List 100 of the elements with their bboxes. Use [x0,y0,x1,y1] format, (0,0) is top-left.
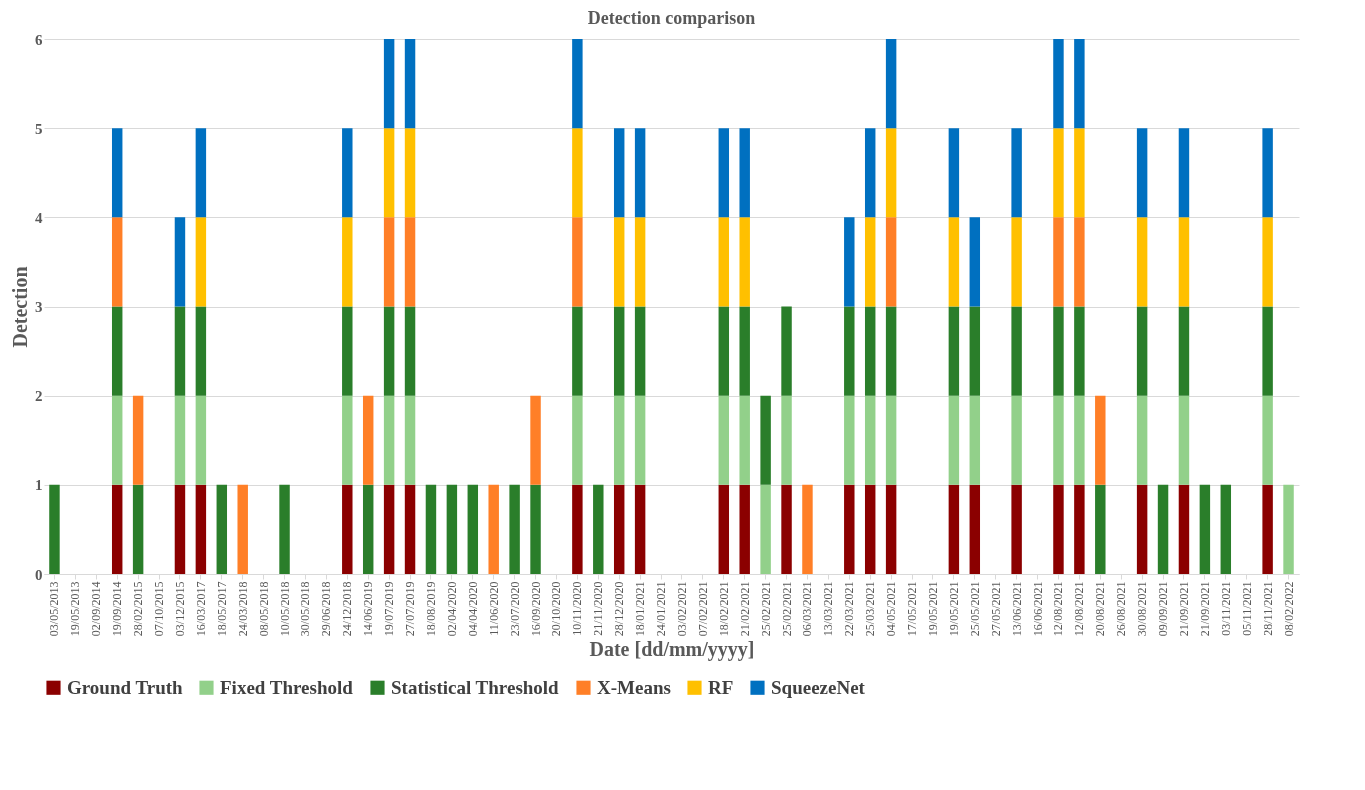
bar [1053,484,1064,574]
bar [1053,217,1064,307]
bar [216,484,228,574]
bar [864,128,876,218]
bar [1136,306,1148,396]
bar [174,395,186,485]
bar [111,217,123,307]
bar [969,217,981,307]
bar [49,484,60,574]
x-tick-label: 06/03/2021 [800,581,815,637]
bar [885,217,897,307]
bar [634,217,646,307]
bar [760,395,771,485]
bar [383,306,395,396]
bar [530,484,541,574]
bar [1011,128,1022,218]
x-tick-label: 16/09/2020 [528,581,543,637]
x-tick-label: 25/02/2021 [758,581,773,637]
bar [1011,395,1022,485]
bar [718,217,730,307]
legend-label: Ground Truth [67,676,184,698]
bar [864,217,876,307]
bar [111,128,123,218]
x-tick-label: 13/03/2021 [821,581,836,637]
bar [1095,484,1106,574]
x-tick-label: 20/08/2021 [1093,581,1108,637]
bar [174,306,186,396]
y-tick-label: 1 [35,477,43,494]
bar [383,217,395,307]
bar [739,484,750,574]
bar [781,306,792,396]
bar [572,395,583,485]
bar [383,39,395,129]
x-tick-label: 14/06/2019 [361,581,376,637]
bar [383,128,395,218]
legend-label: X-Means [597,676,671,698]
bar [132,484,144,574]
legend-label: Statistical Threshold [391,676,560,698]
y-tick-label: 3 [35,299,43,315]
bar [1074,128,1085,218]
x-tick-label: 11/06/2020 [486,581,501,636]
x-tick-label: 05/11/2021 [1239,581,1254,636]
x-tick-label: 28/02/2015 [131,581,146,637]
bar [404,395,416,485]
legend-label: SqueezeNet [771,676,866,698]
bar [174,484,186,574]
x-tick-label: 19/07/2019 [382,581,397,637]
x-tick-label: 19/05/2021 [925,581,940,637]
bar [342,395,353,485]
x-tick-label: 07/10/2015 [152,581,167,637]
bar [572,39,583,129]
bar [613,484,625,574]
bar [593,484,604,574]
bar [404,217,416,307]
bar [718,306,730,396]
x-tick-label: 26/08/2021 [1114,581,1129,637]
bar [467,484,479,574]
chart-title: Detection comparison [587,8,756,28]
x-tick-label: 18/08/2019 [423,581,438,637]
x-tick-label: 03/02/2021 [674,581,689,637]
bar [781,484,792,574]
bar [425,484,437,574]
bar [948,395,960,485]
bar [1262,395,1273,485]
bar [613,128,625,218]
bar [969,306,981,396]
x-axis-title: Date [dd/mm/yyyy] [589,638,755,662]
x-tick-label: 19/09/2014 [110,581,125,637]
x-tick-label: 04/05/2021 [884,581,899,637]
x-tick-label: 24/03/2018 [235,581,250,637]
x-tick-label: 08/02/2022 [1281,581,1296,637]
y-tick-label: 4 [35,209,43,226]
y-tick-label: 6 [35,31,43,48]
bar [342,128,353,218]
x-tick-label: 12/08/2021 [1072,581,1087,637]
y-tick-label: 2 [35,388,43,405]
bar [1283,484,1294,574]
bar [760,484,771,574]
bar [383,484,395,574]
bar [446,484,458,574]
bar [132,395,144,485]
bar [1136,395,1148,485]
x-tick-label: 28/11/2021 [1260,581,1275,636]
bar [1199,484,1211,574]
bar [1262,128,1273,218]
x-tick-label: 21/02/2021 [737,581,752,637]
y-tick-label: 0 [35,566,43,583]
x-tick-label: 24/12/2018 [340,581,355,637]
x-tick-label: 29/06/2018 [319,581,334,637]
x-tick-label: 03/12/2015 [172,581,187,637]
x-tick-label: 21/11/2020 [591,581,606,636]
bar [1178,395,1190,485]
bar [885,395,897,485]
bar [488,484,499,574]
bar [195,128,207,218]
x-tick-label: 25/02/2021 [779,581,794,637]
bar [1262,306,1273,396]
bar [1178,128,1190,218]
bar [404,306,416,396]
x-tick-label: 02/04/2020 [444,581,459,637]
